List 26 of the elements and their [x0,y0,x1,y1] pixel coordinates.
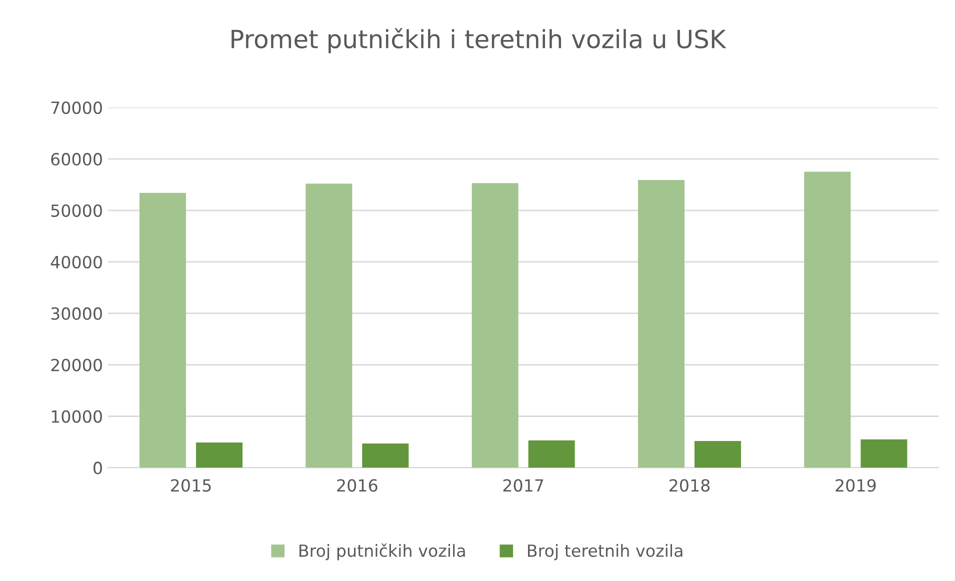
x-tick-label: 2016 [337,479,378,492]
bar [472,183,518,468]
y-tick-label: 30000 [51,307,102,320]
x-tick-label: 2019 [836,479,876,492]
x-tick-label: 2018 [670,479,710,492]
y-tick-label: 0 [94,462,102,474]
bar [306,184,352,468]
legend-label: Broj teretnih vozila [528,544,682,560]
y-tick-label: 60000 [51,152,102,166]
x-tick-label: 2015 [171,479,211,492]
bar [860,439,908,468]
y-tick-label: 70000 [51,101,102,114]
chart-title: Promet putničkih i teretnih vozila u USK [232,28,726,54]
y-tick-label: 40000 [50,256,102,268]
bar [528,440,575,468]
bar [694,440,742,468]
bar [362,444,409,468]
bar [196,442,243,468]
legend-label: Broj putničkih vozila [300,543,465,560]
bar [139,192,186,468]
bar [638,180,685,468]
y-tick-label: 20000 [51,358,102,372]
bar [804,172,851,468]
y-tick-label: 10000 [52,410,102,423]
y-tick-label: 50000 [51,204,102,217]
x-tick-label: 2017 [503,479,544,492]
